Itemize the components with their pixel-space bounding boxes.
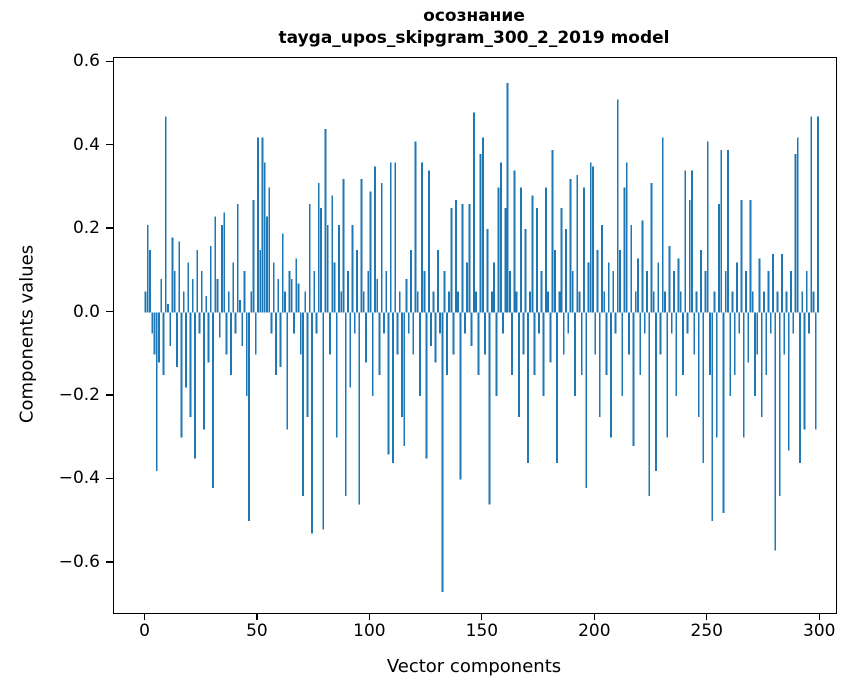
y-tick-label: −0.2: [58, 385, 100, 405]
chart-subtitle: tayga_upos_skipgram_300_2_2019 model: [278, 28, 670, 48]
y-tick-mark: [106, 144, 113, 146]
x-axis-label: Vector components: [386, 656, 562, 677]
x-tick-mark: [706, 613, 708, 620]
y-tick-label: 0.4: [72, 134, 100, 155]
bars-layer: [144, 83, 819, 593]
x-tick-label: 200: [578, 621, 611, 641]
x-tick-label: 150: [465, 621, 499, 641]
y-tick-mark: [106, 60, 113, 62]
y-tick-mark: [106, 477, 113, 480]
x-tick-mark: [818, 613, 820, 620]
x-tick-mark: [256, 613, 258, 620]
y-tick-label: −0.6: [58, 551, 100, 572]
y-tick-label: −0.4: [58, 468, 100, 489]
y-tick-label: 0.2: [72, 218, 100, 239]
x-tick-label: 0: [139, 621, 150, 641]
y-tick-label: 0.0: [72, 301, 100, 322]
y-tick-mark: [106, 394, 113, 396]
x-tick-mark: [143, 613, 146, 620]
plot-area: [113, 57, 837, 614]
x-tick-label: 50: [246, 621, 268, 641]
chart-title: осознание: [423, 6, 525, 26]
x-tick-mark: [368, 613, 370, 620]
x-tick-label: 100: [353, 621, 386, 641]
x-tick-label: 250: [690, 621, 723, 641]
x-tick-mark: [481, 613, 483, 620]
y-tick-mark: [106, 310, 113, 313]
y-tick-mark: [106, 561, 113, 563]
y-tick-mark: [106, 227, 113, 229]
y-axis-label: Components values: [16, 244, 38, 424]
x-tick-label: 300: [803, 621, 836, 641]
x-tick-mark: [593, 613, 595, 620]
y-tick-label: 0.6: [72, 51, 100, 72]
chart-title-block: осознание tayga_upos_skipgram_300_2_2019…: [113, 5, 835, 49]
